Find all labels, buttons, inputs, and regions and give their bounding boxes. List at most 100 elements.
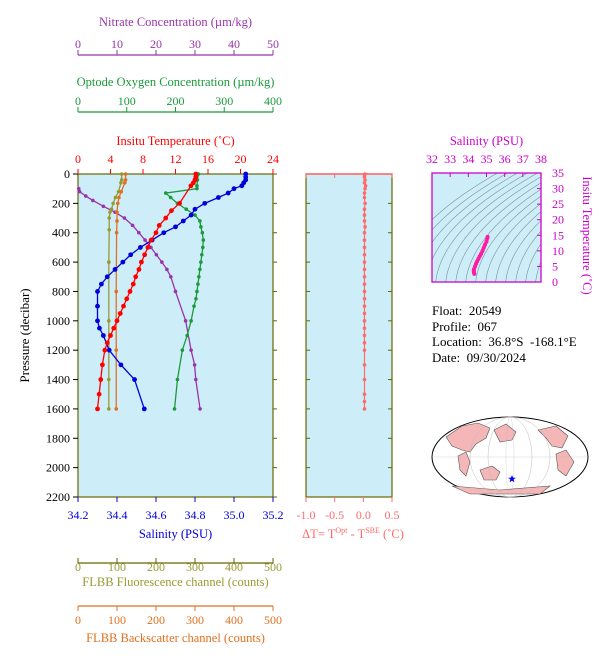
nitrate-axis-title: Nitrate Concentration (µm/kg) — [99, 15, 252, 29]
temperature-point — [102, 347, 108, 353]
delta-t-point — [362, 377, 367, 382]
ts-ytick-label: 10 — [552, 244, 564, 258]
oxygen-point — [195, 186, 199, 191]
pressure-tick-label: 400 — [52, 226, 70, 240]
salinity-axis-title: Salinity (PSU) — [139, 527, 212, 541]
delta-t-point — [362, 296, 367, 301]
ts-xtick-label: 34 — [462, 152, 474, 166]
salinity-point — [239, 183, 245, 189]
delta-t-axis-title-part: SBE — [365, 526, 380, 535]
salinity-point — [216, 195, 221, 200]
ts-contour-line — [455, 182, 541, 282]
backscatter-tick-label: 500 — [264, 613, 282, 627]
salinity-tick-label: 35.2 — [263, 508, 284, 522]
pressure-tick-label: 1800 — [46, 431, 70, 445]
temperature-point — [95, 406, 100, 412]
backscatter-point — [119, 189, 124, 194]
fluorescence-point — [116, 189, 121, 194]
map-land — [451, 485, 551, 495]
nitrate-point — [189, 348, 193, 352]
ts-xtick-label: 36 — [499, 152, 511, 166]
delta-t-point — [362, 333, 367, 338]
nitrate-tick-label: 40 — [228, 37, 240, 51]
ts-contour-line — [432, 173, 499, 221]
delta-t-point — [362, 260, 367, 264]
delta-t-point — [362, 319, 367, 323]
salinity-tick-label: 34.6 — [146, 508, 167, 522]
delta-t-point — [363, 201, 367, 206]
temperature-point — [156, 222, 162, 228]
delta-t-panel-frame — [305, 173, 393, 498]
ts-xtick-label: 32 — [426, 152, 438, 166]
ts-point — [480, 248, 485, 253]
pressure-tick-label: 0 — [64, 167, 70, 181]
salinity-point — [99, 281, 104, 287]
oxygen-point — [194, 296, 198, 301]
fluorescence-point — [107, 216, 111, 220]
fluorescence-point — [107, 407, 111, 411]
float-location-star-icon — [508, 475, 516, 483]
pressure-axis-title: Pressure (decibar) — [17, 288, 32, 382]
ts-xtick-label: 35 — [481, 152, 493, 166]
ts-contour-line — [475, 195, 541, 282]
nitrate-tick-label: 10 — [111, 37, 123, 51]
ts-xtick-label: 33 — [444, 152, 456, 166]
ts-contour-line — [525, 243, 541, 282]
delta-t-point — [362, 207, 367, 212]
temperature-tick-label: 16 — [202, 152, 214, 166]
nitrate-point — [173, 289, 178, 294]
ts-ytick-label: 15 — [552, 228, 564, 242]
temperature-tick-label: 12 — [170, 152, 182, 166]
salinity-point — [188, 212, 194, 218]
fluorescence-tick-label: 500 — [264, 560, 282, 574]
salinity-tick-label: 35.0 — [224, 508, 245, 522]
delta-t-point — [362, 213, 367, 217]
delta-t-axis-title-part: ΔT= T — [302, 527, 336, 541]
pressure-tick-label: 1400 — [46, 373, 70, 387]
ts-contour-line — [435, 173, 539, 282]
ts-contour-line — [505, 220, 541, 282]
delta-t-axis-title-part: - T — [347, 527, 365, 541]
temperature-point — [96, 391, 102, 397]
oxygen-point — [192, 304, 196, 308]
main-panel-frame — [77, 173, 274, 498]
nitrate-point — [143, 238, 147, 242]
fluorescence-tick-label: 100 — [108, 560, 126, 574]
ts-contour-line — [432, 173, 519, 244]
fluorescence-tick-label: 0 — [75, 560, 81, 574]
delta-t-axis-title-part: (˚C) — [380, 527, 404, 541]
delta-t-axis-title-part: Opt — [335, 526, 348, 535]
backscatter-point — [115, 210, 119, 214]
salinity-point — [95, 303, 100, 309]
ts-contour-line — [432, 173, 509, 231]
temperature-tick-label: 20 — [235, 152, 247, 166]
nitrate-tick-label: 0 — [75, 37, 81, 51]
delta-t-point — [363, 225, 367, 229]
nitrate-tick-label: 50 — [267, 37, 279, 51]
nitrate-point — [192, 363, 197, 367]
nitrate-tick-label: 20 — [150, 37, 162, 51]
ts-xtick-label: 38 — [535, 152, 547, 166]
temperature-tick-label: 4 — [108, 152, 114, 166]
nitrate-point — [137, 230, 141, 235]
ts-contour-line — [535, 261, 541, 282]
oxygen-point — [195, 183, 199, 188]
delta-t-tick-label: 0.5 — [385, 508, 400, 522]
delta-t-point — [363, 183, 368, 188]
delta-t-point — [362, 230, 367, 235]
backscatter-point — [123, 172, 128, 176]
delta-t-point — [362, 219, 367, 223]
delta-t-point — [363, 178, 367, 182]
ts-contour-line — [485, 203, 541, 282]
temperature-point — [104, 340, 110, 346]
delta-t-point — [362, 282, 367, 286]
ts-point — [483, 242, 488, 247]
oxygen-point — [193, 213, 197, 217]
map-land — [493, 423, 517, 443]
oxygen-tick-label: 300 — [215, 94, 233, 108]
salinity-point — [180, 218, 186, 224]
temperature-point — [117, 311, 123, 316]
oxygen-point — [198, 267, 202, 272]
temperature-point — [130, 281, 136, 287]
